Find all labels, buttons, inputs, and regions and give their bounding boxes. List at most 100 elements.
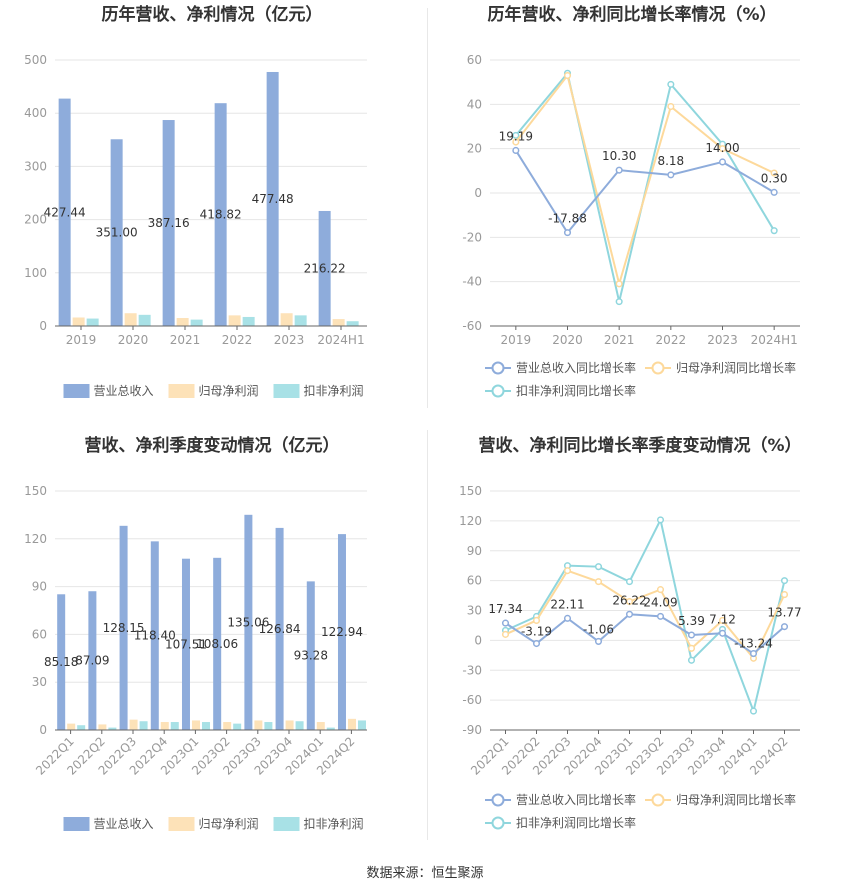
data-label-2-5: 108.06 — [196, 637, 238, 651]
point-3-s0-3 — [594, 637, 603, 645]
point-3-s1-4 — [625, 597, 634, 606]
x-tick-label-1-2: 2021 — [604, 333, 635, 347]
bar-0-s0-1 — [110, 139, 123, 326]
point-3-s0-6 — [687, 631, 696, 639]
bar-2-s0-5 — [213, 557, 222, 730]
point-3-s1-5 — [656, 586, 665, 594]
data-label-3-9: 13.77 — [767, 606, 801, 620]
data-label-3-4: 26.22 — [612, 593, 646, 607]
point-3-s0-8 — [749, 650, 758, 658]
data-label-2-6: 135.06 — [227, 615, 269, 629]
point-1-s0-4 — [718, 158, 727, 166]
bar-2-s0-2 — [119, 525, 128, 730]
bar-0-s2-1 — [138, 314, 151, 326]
point-3-s2-4 — [625, 578, 634, 586]
y-tick-label-0-0: 0 — [39, 319, 47, 333]
data-label-3-5: 24.09 — [643, 595, 677, 609]
data-label-1-5: 0.30 — [761, 171, 788, 185]
y-tick-label-1-5: 40 — [467, 97, 482, 111]
y-tick-label-0-5: 500 — [24, 53, 47, 67]
point-3-s1-9 — [780, 591, 789, 599]
data-label-0-1: 351.00 — [96, 226, 138, 240]
bar-2-s1-7 — [285, 720, 294, 730]
y-tick-label-3-5: 60 — [467, 574, 482, 588]
y-tick-label-2-1: 30 — [32, 675, 47, 689]
point-3-s1-7 — [718, 616, 727, 625]
point-3-s1-1 — [532, 616, 541, 625]
chart-title-3: 营收、净利同比增长率季度变动情况（%） — [478, 435, 801, 456]
data-label-1-4: 14.00 — [705, 141, 739, 155]
bar-0-s0-2 — [162, 120, 175, 326]
bar-2-s2-3 — [170, 722, 179, 730]
data-label-0-2: 387.16 — [148, 216, 190, 230]
legend-label-1-1: 归母净利润同比增长率 — [676, 360, 796, 375]
bar-2-s2-2 — [139, 721, 148, 730]
point-3-s0-1 — [532, 640, 541, 648]
bar-2-s1-5 — [223, 722, 232, 730]
point-1-s0-5 — [770, 188, 778, 196]
data-label-3-1: -3.19 — [521, 625, 552, 639]
bar-2-s2-1 — [108, 727, 117, 730]
y-tick-label-3-1: -60 — [462, 693, 482, 707]
y-tick-label-1-0: -60 — [462, 319, 482, 333]
point-3-s2-9 — [780, 577, 789, 585]
point-3-s2-6 — [687, 656, 696, 664]
bar-0-s0-5 — [318, 210, 331, 326]
y-tick-label-3-3: 0 — [474, 633, 482, 647]
data-label-2-0: 85.18 — [44, 655, 78, 669]
bar-2-s0-8 — [306, 581, 315, 730]
bar-2-s1-9 — [347, 718, 356, 730]
legend-swatch-0-0 — [63, 384, 90, 398]
bar-2-s2-8 — [326, 727, 335, 730]
legend-swatch-0-1 — [168, 384, 195, 398]
legend-swatch-2-2 — [273, 817, 300, 831]
y-tick-label-3-0: -90 — [462, 723, 482, 737]
x-tick-label-1-1: 2020 — [552, 333, 583, 347]
legend-label-0-0: 营业总收入 — [94, 384, 154, 398]
chart-title-2: 营收、净利季度变动情况（亿元） — [85, 435, 340, 456]
y-tick-label-1-3: 0 — [474, 186, 482, 200]
series-line-3-s0 — [504, 613, 786, 655]
data-label-3-8: -13.24 — [734, 637, 773, 651]
y-tick-label-0-1: 100 — [24, 266, 47, 280]
bar-2-s2-9 — [357, 720, 366, 730]
x-tick-label-0-5: 2024H1 — [317, 333, 364, 347]
x-tick-label-0-3: 2022 — [222, 333, 253, 347]
bar-0-s2-2 — [190, 319, 203, 326]
legend-marker-1-1 — [651, 361, 665, 375]
bar-2-s2-7 — [295, 721, 304, 730]
legend-label-3-2: 扣非净利润同比增长率 — [516, 815, 636, 830]
point-1-s0-3 — [667, 171, 675, 179]
y-tick-label-1-6: 60 — [467, 53, 482, 67]
x-tick-label-0-4: 2023 — [274, 333, 305, 347]
x-tick-label-1-0: 2019 — [501, 333, 532, 347]
bar-2-s1-4 — [191, 720, 200, 730]
bar-2-s1-1 — [98, 724, 107, 730]
data-label-1-1: -17.88 — [548, 212, 587, 226]
point-3-s2-8 — [749, 707, 758, 715]
point-3-s2-5 — [656, 516, 665, 524]
point-1-s0-0 — [512, 146, 520, 155]
bar-2-s2-6 — [264, 722, 273, 730]
data-label-1-3: 8.18 — [657, 154, 684, 168]
bar-0-s1-2 — [176, 318, 189, 326]
y-tick-label-0-4: 400 — [24, 106, 47, 120]
series-line-3-s2 — [505, 516, 786, 715]
vertical-divider-top — [427, 8, 428, 408]
legend-marker-1-0 — [491, 361, 505, 375]
bar-0-s2-5 — [346, 321, 359, 326]
legend-swatch-0-2 — [273, 384, 300, 398]
point-1-s0-2 — [615, 166, 623, 174]
legend-label-2-1: 归母净利润 — [199, 817, 259, 831]
bar-0-s2-0 — [86, 318, 99, 326]
bar-0-s0-4 — [266, 71, 279, 326]
bar-2-s1-2 — [129, 719, 138, 730]
bar-0-s0-3 — [214, 103, 227, 326]
bar-2-s0-1 — [88, 591, 97, 730]
point-1-s1-4 — [718, 145, 727, 153]
bar-2-s0-6 — [244, 514, 253, 730]
point-1-s1-3 — [667, 103, 675, 111]
data-label-2-7: 126.84 — [259, 622, 301, 636]
point-3-s1-0 — [501, 630, 510, 638]
